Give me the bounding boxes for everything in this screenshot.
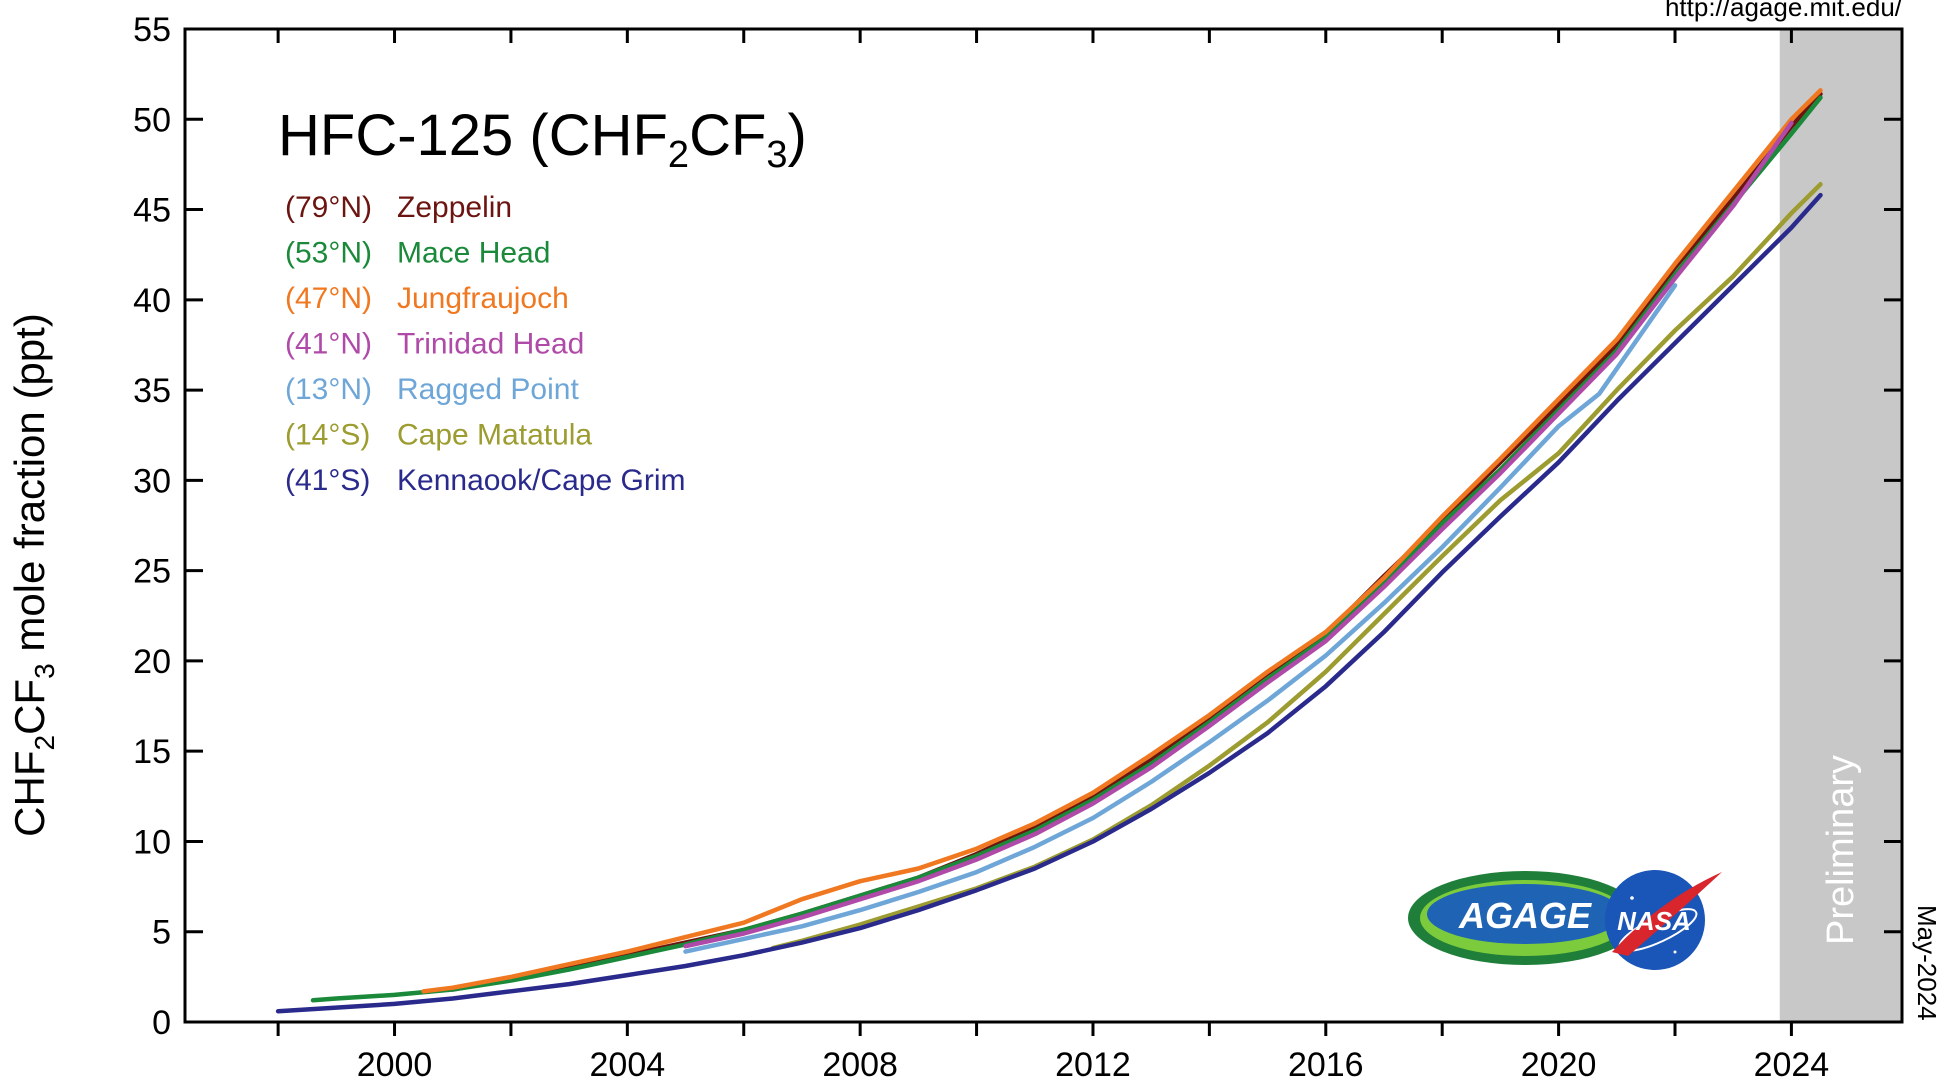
- legend-lat-ragged-point: (13°N): [285, 373, 372, 406]
- series-line-ragged-point: [683, 283, 1678, 954]
- y-tick-label: 30: [133, 462, 171, 500]
- agage-logo: AGAGE: [1408, 871, 1642, 965]
- legend-lat-mace-head: (53°N): [285, 237, 372, 270]
- legend-lat-zeppelin: (79°N): [285, 191, 372, 224]
- x-tick-label: 2016: [1288, 1046, 1364, 1084]
- legend-entry-cape-matatula: Cape Matatula: [397, 419, 592, 452]
- nasa-star: [1673, 950, 1677, 954]
- x-tick-labels: 2000 2004 2008 2012 2016 2020 2024: [357, 1046, 1830, 1084]
- x-tick-label: 2024: [1754, 1046, 1830, 1084]
- axis-ticks: [185, 27, 1902, 1036]
- legend-entry-jungfraujoch: Jungfraujoch: [397, 282, 569, 315]
- source-url[interactable]: http://agage.mit.edu/: [1665, 0, 1903, 22]
- nasa-logo: NASA: [1605, 870, 1722, 970]
- x-tick-label: 2000: [357, 1046, 433, 1084]
- x-tick-label: 2004: [590, 1046, 666, 1084]
- series-line-cape-matatula: [770, 182, 1823, 951]
- plot-frame: [183, 27, 1904, 1024]
- y-tick-label: 40: [133, 282, 171, 320]
- y-tick-label: 45: [133, 192, 171, 230]
- x-tick-label: 2012: [1055, 1046, 1131, 1084]
- y-tick-label: 50: [133, 101, 171, 139]
- x-tick-label: 2020: [1521, 1046, 1597, 1084]
- legend-entry-kennaook-cape-grim: Kennaook/Cape Grim: [397, 464, 686, 497]
- legend-entry-ragged-point: Ragged Point: [397, 373, 579, 406]
- nasa-star: [1630, 896, 1634, 900]
- legend-entry-trinidad-head: Trinidad Head: [397, 328, 584, 361]
- y-tick-label: 25: [133, 553, 171, 591]
- nasa-logo-text: NASA: [1617, 906, 1691, 936]
- y-tick-labels: 0 5 10 15 20 25 30 35 40 45 50 55: [133, 11, 171, 1042]
- y-tick-label: 0: [152, 1004, 171, 1042]
- series-line-jungfraujoch: [421, 88, 1823, 994]
- series-line-kennaook-cape-grim: [275, 192, 1823, 1014]
- legend-lat-jungfraujoch: (47°N): [285, 282, 372, 315]
- y-tick-label: 55: [133, 11, 171, 49]
- series-lines: [275, 88, 1823, 1014]
- date-stamp: May-2024: [1912, 905, 1942, 1021]
- y-axis-label: CHF2CF3 mole fraction (ppt): [6, 313, 60, 837]
- x-tick-label: 2008: [822, 1046, 898, 1084]
- preliminary-label: Preliminary: [1820, 755, 1862, 945]
- legend-entry-zeppelin: Zeppelin: [397, 191, 512, 224]
- chart-title: HFC-125 (CHF2CF3): [278, 103, 807, 176]
- legend-entry-mace-head: Mace Head: [397, 237, 550, 270]
- series-line-mace-head: [310, 95, 1823, 1003]
- series-line-trinidad-head: [683, 120, 1794, 949]
- preliminary-region: [1779, 29, 1902, 1022]
- agage-logo-text: AGAGE: [1458, 895, 1592, 936]
- y-tick-label: 20: [133, 643, 171, 681]
- y-tick-label: 5: [152, 914, 171, 952]
- y-tick-label: 10: [133, 823, 171, 861]
- legend-lat-trinidad-head: (41°N): [285, 328, 372, 361]
- y-tick-label: 35: [133, 372, 171, 410]
- legend: (79°N) Zeppelin (53°N) Mace Head (47°N) Jungf…: [285, 191, 686, 497]
- y-tick-label: 15: [133, 733, 171, 771]
- legend-lat-kennaook-cape-grim: (41°S): [285, 464, 370, 497]
- legend-lat-cape-matatula: (14°S): [285, 419, 370, 452]
- agage-logo-inner: [1427, 884, 1623, 944]
- nasa-vector: [1612, 872, 1722, 956]
